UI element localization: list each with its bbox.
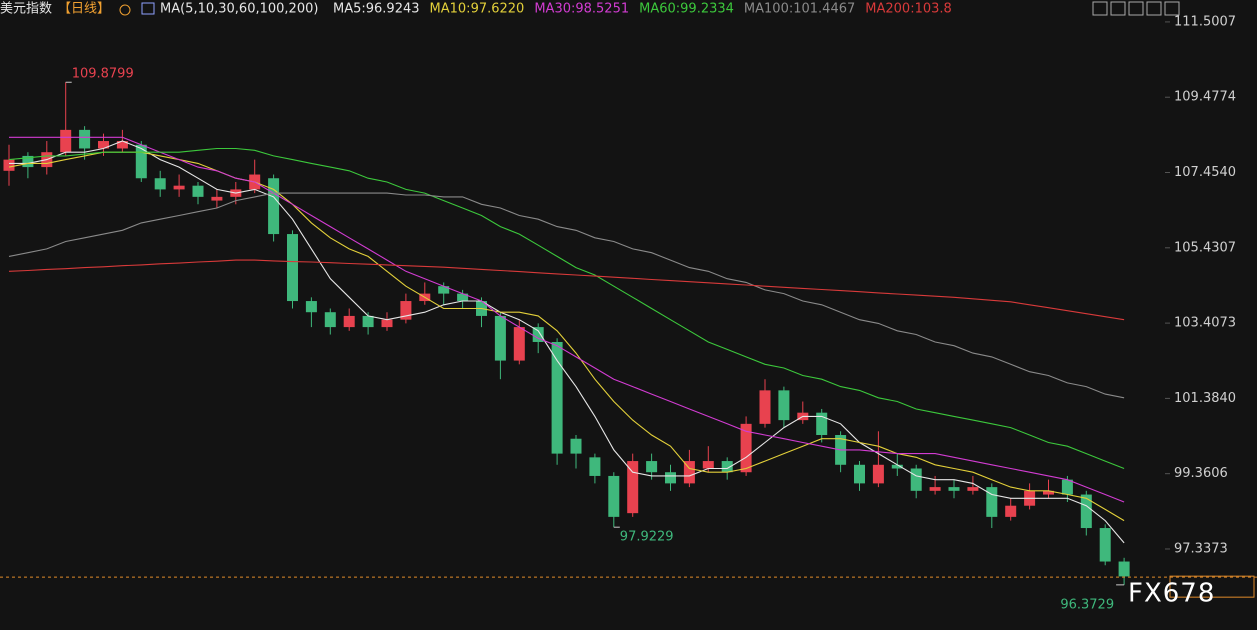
candle-body (22, 155, 34, 168)
watermark: FX678 (1128, 579, 1215, 609)
y-tick-label: 107.4540 (1174, 165, 1236, 180)
candle-body (1118, 561, 1130, 577)
tool-button[interactable] (1092, 1, 1108, 16)
candle-body (702, 461, 714, 469)
tool-button[interactable] (1146, 1, 1162, 16)
candle-body (287, 234, 298, 302)
symbol: 美元指数 (0, 2, 52, 17)
ma-line (8, 259, 1125, 321)
indicator: MA(5,10,30,60,100,200) (160, 2, 318, 17)
candle-body (305, 301, 317, 313)
last-price-box (1169, 575, 1255, 598)
ma-line (8, 192, 1125, 399)
candle-body (740, 423, 752, 473)
period: 【日线】 (58, 2, 110, 17)
candle-body (532, 327, 544, 342)
candle-body (683, 461, 695, 484)
legend-entry: MA100:101.4467 (744, 2, 855, 17)
candle-body (343, 315, 355, 328)
legend-entry: MA200:103.8 (865, 2, 952, 17)
legend-entry: MA30:98.5251 (534, 2, 629, 17)
candle-body (759, 390, 771, 424)
candle-body (116, 141, 128, 149)
candle-body (135, 144, 147, 179)
candle-body (438, 286, 450, 294)
y-tick-label: 111.5007 (1174, 14, 1236, 29)
y-tick-label: 105.4307 (1174, 240, 1236, 255)
candle-body (778, 390, 790, 421)
candle-body (400, 301, 412, 320)
candle-body (872, 464, 884, 484)
annotation: 109.8799 (72, 67, 134, 82)
candle-body (967, 487, 979, 491)
ma-line (9, 136, 1125, 503)
candle-body (854, 464, 865, 484)
y-tick-label: 97.3373 (1174, 541, 1228, 556)
candle-body (1080, 494, 1092, 529)
y-tick-label: 103.4073 (1174, 316, 1236, 331)
candle-body (1043, 490, 1054, 495)
candle-body (457, 293, 469, 302)
candle-body (608, 475, 620, 517)
candle-body (551, 341, 563, 454)
candle-body (627, 461, 639, 514)
candle-body (1005, 505, 1017, 517)
legend-entry: MA5:96.9243 (333, 2, 420, 17)
candle-body (513, 327, 525, 361)
ma-line (8, 151, 1125, 522)
candle-body (324, 312, 336, 328)
candle-body (211, 196, 223, 201)
annotation: 97.9229 (620, 530, 674, 545)
candle-body (3, 159, 15, 171)
candle-body (494, 315, 506, 361)
y-tick-label: 109.4774 (1174, 90, 1236, 105)
y-tick-label: 101.3840 (1174, 391, 1236, 406)
tool-button[interactable] (1164, 1, 1180, 16)
candle-body (381, 319, 393, 328)
candle-body (816, 412, 828, 436)
candle-body (173, 185, 185, 190)
candle-body (646, 461, 658, 473)
candle-body (362, 315, 374, 328)
candle-body (665, 472, 676, 484)
candle-body (98, 141, 109, 149)
legend-entry: MA60:99.2334 (639, 2, 734, 17)
ma-line (9, 140, 1125, 544)
indicator-icon[interactable] (141, 2, 155, 15)
candle-body (1061, 479, 1073, 495)
candle-body (192, 185, 204, 197)
candle-body (1099, 528, 1111, 562)
tool-button[interactable] (1128, 1, 1144, 16)
candle-body (60, 129, 72, 153)
candle-body (948, 487, 960, 491)
candle-body (154, 178, 166, 190)
y-tick-label: 99.3606 (1174, 466, 1228, 481)
settings-icon[interactable] (119, 4, 131, 16)
candle-body (570, 438, 582, 454)
candle-body (891, 464, 903, 469)
toolbar (1092, 1, 1180, 16)
candle-body (910, 468, 922, 491)
candle-body (79, 129, 91, 149)
annotation: 96.3729 (1060, 597, 1114, 612)
tool-button[interactable] (1110, 1, 1126, 16)
ma-line (8, 147, 1125, 470)
candle-body (986, 487, 998, 517)
candle-body (929, 487, 941, 491)
candle-body (721, 461, 733, 473)
candle-body (589, 457, 601, 476)
candle-body (268, 178, 280, 235)
legend-entry: MA10:97.6220 (430, 2, 525, 17)
